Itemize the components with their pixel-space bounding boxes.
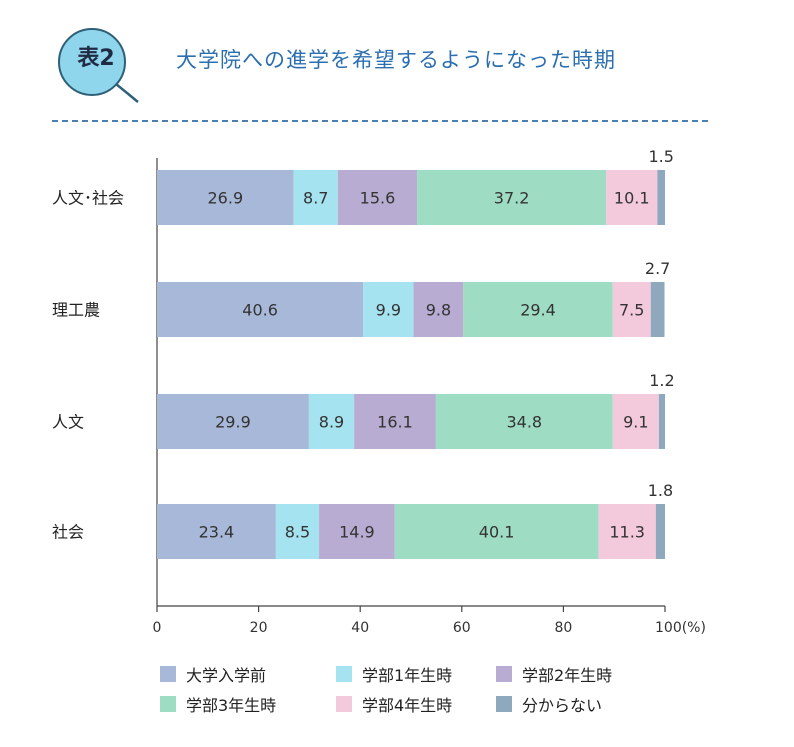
bar-segment [363, 282, 414, 337]
legend-swatch [160, 696, 176, 712]
value-label: 7.5 [619, 301, 644, 320]
bar-segment [606, 170, 658, 225]
value-label: 2.7 [645, 259, 670, 278]
value-label: 9.1 [623, 413, 648, 432]
legend-item: 学部1年生時 [336, 663, 452, 685]
value-label: 40.6 [242, 301, 278, 320]
bar-segment [308, 394, 355, 449]
bar-segment [275, 504, 320, 559]
legend-item: 大学入学前 [160, 663, 266, 685]
value-label: 1.8 [648, 481, 673, 500]
value-label: 34.8 [506, 413, 542, 432]
value-label: 37.2 [494, 189, 530, 208]
value-label: 8.9 [319, 413, 344, 432]
x-tick-label: 0 [153, 620, 162, 636]
legend-swatch [336, 666, 352, 682]
value-label: 8.7 [303, 189, 328, 208]
x-tick-label: 20 [250, 620, 268, 636]
legend-swatch [160, 666, 176, 682]
legend-label: 学部3年生時 [186, 696, 277, 715]
x-tick-label: 80 [554, 620, 572, 636]
bar-segment [293, 170, 338, 225]
bar-segment [417, 170, 607, 225]
value-label: 11.3 [609, 523, 645, 542]
value-label: 1.2 [649, 371, 674, 390]
category-label: 社会 [52, 523, 84, 542]
bar-segment [354, 394, 436, 449]
value-label: 14.9 [339, 523, 375, 542]
value-label: 16.1 [377, 413, 413, 432]
bar-segment [655, 504, 665, 559]
bar-segment [612, 394, 659, 449]
legend-label: 分からない [522, 696, 603, 715]
value-label: 9.8 [426, 301, 451, 320]
bar-segment [435, 394, 613, 449]
stacked-bar-chart: 0 20 40 60 80 100(%) 人文･社会 26.9 8.7 15.6 37.2 10.1 1… [52, 147, 706, 636]
bar-segment [157, 504, 276, 559]
bar-segment [598, 504, 656, 559]
legend-item: 分からない [496, 693, 602, 715]
legend-item: 学部2年生時 [496, 663, 612, 685]
bar-segment [337, 170, 418, 225]
bar-segment [394, 504, 599, 559]
bar-segment [657, 170, 665, 225]
legend-label: 学部1年生時 [362, 666, 453, 685]
category-label: 理工農 [52, 301, 100, 320]
bar-segment [157, 282, 364, 337]
bar-segment [612, 282, 651, 337]
badge-circle [58, 28, 139, 103]
legend-label: 学部4年生時 [362, 696, 453, 715]
value-label: 29.4 [520, 301, 556, 320]
value-label: 15.6 [360, 189, 396, 208]
chart-title: 大学院への進学を希望するようになった時期 [176, 48, 616, 72]
bar-segment [319, 504, 395, 559]
bar-segment [463, 282, 613, 337]
value-label: 29.9 [215, 413, 251, 432]
table-number-label: 表2 [77, 46, 115, 71]
bar-segment [658, 394, 665, 449]
category-label: 人文 [52, 413, 84, 432]
legend-label: 学部2年生時 [522, 666, 613, 685]
legend-label: 大学入学前 [186, 666, 267, 685]
value-label: 9.9 [376, 301, 401, 320]
bar-segment [157, 170, 294, 225]
value-label: 40.1 [479, 523, 515, 542]
value-label: 10.1 [614, 189, 650, 208]
legend-item: 学部4年生時 [336, 693, 452, 715]
value-label: 26.9 [208, 189, 244, 208]
x-tick-label: 100(%) [655, 620, 706, 636]
dashed-divider [52, 120, 708, 122]
legend-swatch [336, 696, 352, 712]
legend-item: 学部3年生時 [160, 693, 276, 715]
x-tick-label: 60 [453, 620, 471, 636]
bar-segment [650, 282, 665, 337]
legend-swatch [496, 666, 512, 682]
x-tick-label: 40 [351, 620, 369, 636]
value-label: 23.4 [199, 523, 235, 542]
value-label: 8.5 [285, 523, 310, 542]
legend-swatch [496, 696, 512, 712]
bar-segment [157, 394, 309, 449]
value-label: 1.5 [648, 147, 673, 166]
bar-segment [413, 282, 464, 337]
category-label: 人文･社会 [52, 189, 124, 208]
